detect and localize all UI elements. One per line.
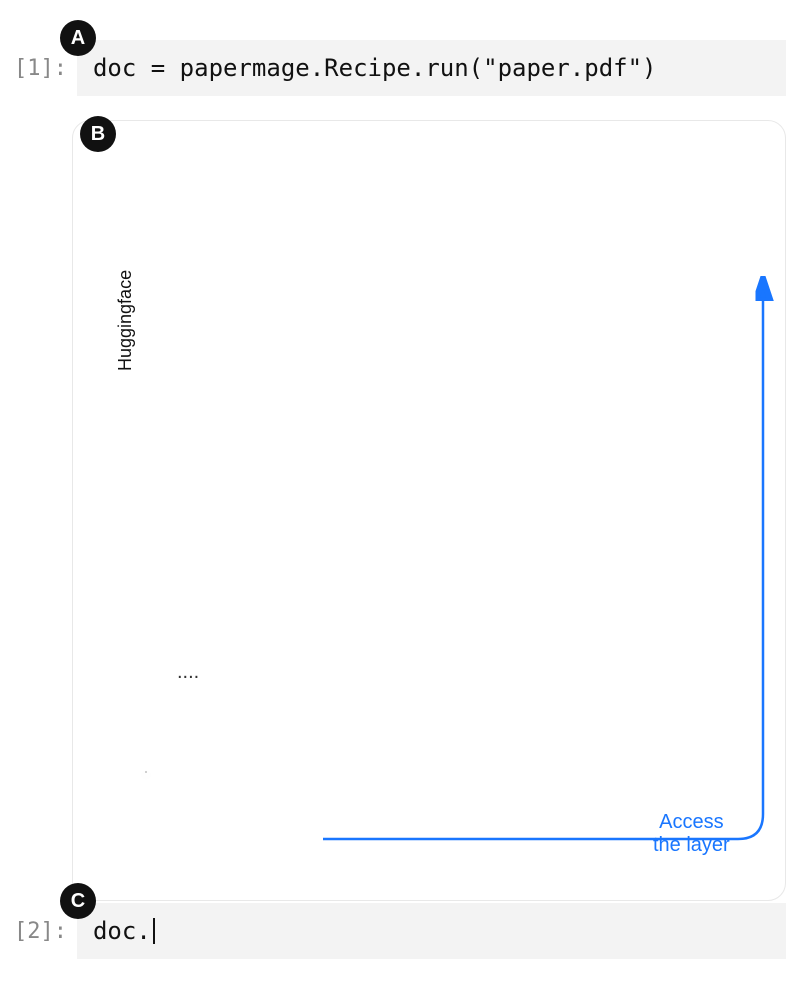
access-label: Access the layer (653, 811, 730, 857)
cell-1-body[interactable]: doc = papermage.Recipe.run("paper.pdf") (77, 40, 786, 96)
access-label-line2: the layer (653, 834, 730, 856)
cell-1-code: doc = papermage.Recipe.run("paper.pdf") (93, 54, 657, 82)
autocomplete-popup[interactable] (145, 771, 147, 773)
badge-a: A (60, 20, 96, 56)
code-cell-1: [1]: doc = papermage.Recipe.run("paper.p… (14, 40, 786, 96)
badge-c: C (60, 883, 96, 919)
diagram-panel: .... Access the layer Huggingface (72, 120, 786, 901)
cell-1-prompt: [1]: (14, 56, 67, 81)
badge-b: B (80, 116, 116, 152)
cell-2-prompt: [2]: (14, 919, 67, 944)
access-label-line1: Access (659, 811, 723, 833)
